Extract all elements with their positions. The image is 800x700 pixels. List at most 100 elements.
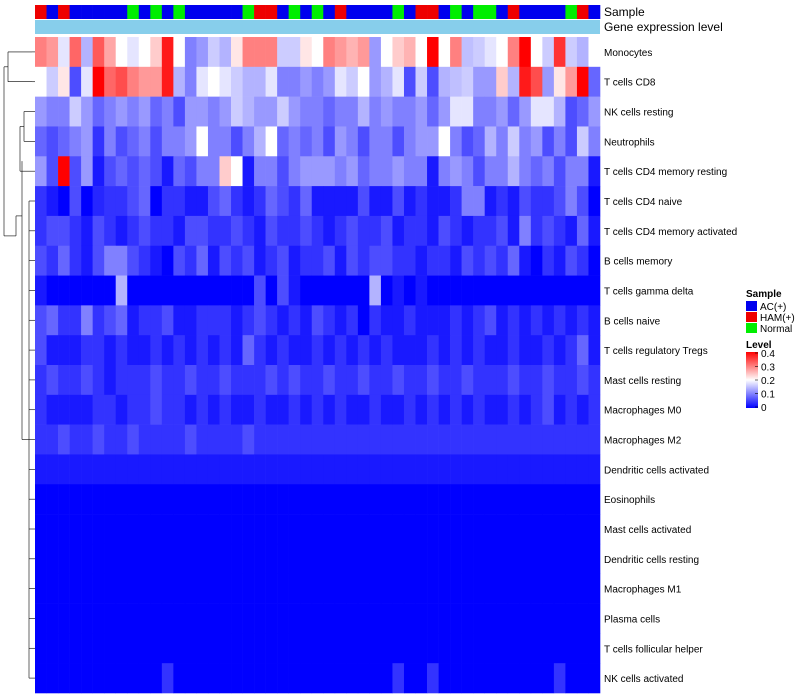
heatmap-cell — [231, 335, 243, 366]
heatmap-cell — [184, 543, 197, 575]
sample-cell — [530, 5, 543, 19]
heatmap-cell — [323, 365, 336, 396]
heatmap-cell — [242, 663, 255, 694]
heatmap-cell — [277, 96, 289, 127]
heatmap-cell — [207, 454, 220, 485]
heatmap-cell — [519, 126, 532, 157]
heatmap-cell — [127, 573, 140, 604]
heatmap-cell — [427, 424, 439, 455]
heatmap-cell — [461, 394, 474, 425]
heatmap-cell — [334, 633, 347, 664]
sample-cell — [92, 5, 105, 19]
heatmap-cell — [81, 573, 93, 604]
heatmap-cell — [104, 633, 117, 664]
row-label: T cells CD4 memory resting — [604, 167, 727, 178]
legend-level-ticks: 0.4 0.3 0.2 0.1 0 — [755, 349, 775, 414]
heatmap-cell — [173, 245, 186, 276]
heatmap-cell — [461, 424, 474, 455]
heatmap-cell — [496, 365, 509, 396]
heatmap-cell — [519, 365, 532, 396]
heatmap-cell — [438, 514, 451, 545]
heatmap-cell — [173, 424, 186, 455]
heatmap-cell — [115, 424, 128, 455]
heatmap-cell — [369, 66, 382, 97]
heatmap-cell — [530, 514, 543, 545]
heatmap-cell — [484, 156, 497, 187]
heatmap-cell — [588, 365, 601, 396]
heatmap-cell — [161, 394, 174, 425]
heatmap-cell — [334, 245, 347, 276]
heatmap-cell — [380, 305, 393, 336]
heatmap-cell — [35, 603, 47, 634]
heatmap-cell — [104, 126, 117, 157]
heatmap-cell — [507, 156, 520, 187]
heatmap-cell — [311, 543, 324, 575]
heatmap-cell — [196, 96, 209, 127]
heatmap-cell — [415, 37, 428, 68]
heatmap-cell — [138, 305, 151, 336]
heatmap-cell — [46, 454, 59, 485]
legend-entry-label: Normal — [760, 324, 792, 335]
heatmap-cell — [553, 633, 566, 664]
heatmap-cell — [58, 186, 70, 217]
heatmap-cell — [104, 484, 117, 515]
heatmap-cell — [184, 275, 197, 306]
heatmap-cell — [403, 245, 416, 276]
legend-level-title: Level — [746, 340, 772, 351]
heatmap-cell — [369, 573, 382, 604]
heatmap-cell — [346, 454, 359, 485]
heatmap-cell — [576, 484, 589, 515]
heatmap-cell — [265, 603, 278, 634]
heatmap-cell — [542, 424, 555, 455]
heatmap-cell — [254, 365, 266, 396]
heatmap-cell — [565, 454, 578, 485]
heatmap-cell — [450, 633, 462, 664]
heatmap-cell — [138, 484, 151, 515]
heatmap-cell — [392, 573, 405, 604]
heatmap-cell — [542, 365, 555, 396]
heatmap-cell — [173, 215, 186, 247]
heatmap-cell — [207, 394, 220, 425]
sample-cell — [104, 5, 117, 19]
heatmap-cell — [484, 394, 497, 425]
heatmap-cell — [127, 663, 140, 694]
heatmap-cell — [115, 37, 128, 68]
heatmap-cell — [461, 514, 474, 545]
legend-tick-label: 0.4 — [761, 349, 775, 360]
heatmap-cell — [438, 275, 451, 306]
heatmap-cell — [588, 96, 601, 127]
heatmap-cell — [530, 394, 543, 425]
heatmap-cell — [369, 96, 382, 127]
heatmap-cell — [242, 454, 255, 485]
heatmap-cell — [69, 365, 82, 396]
heatmap-cell — [576, 126, 589, 157]
heatmap-cell — [576, 186, 589, 217]
heatmap-cell — [346, 484, 359, 515]
heatmap-cell — [392, 603, 405, 634]
heatmap-cell — [346, 663, 359, 694]
heatmap-cell — [311, 156, 324, 187]
sample-cell — [219, 5, 232, 19]
heatmap-cell — [473, 573, 485, 604]
heatmap-cell — [323, 126, 336, 157]
heatmap-cell — [473, 37, 485, 68]
heatmap-cell — [346, 66, 359, 97]
heatmap-cell — [392, 454, 405, 485]
heatmap-cell — [288, 484, 301, 515]
heatmap-cell — [496, 37, 509, 68]
sample-cell — [231, 5, 243, 19]
heatmap-cell — [311, 126, 324, 157]
row-label: Plasma cells — [604, 614, 660, 625]
heatmap-cell — [92, 663, 105, 694]
heatmap-cell — [403, 573, 416, 604]
heatmap-cell — [115, 156, 128, 187]
heatmap-cell — [588, 454, 601, 485]
heatmap-cell — [311, 514, 324, 545]
heatmap-cell — [473, 424, 485, 455]
heatmap-cell — [588, 245, 601, 276]
heatmap-cell — [380, 514, 393, 545]
heatmap-cell — [196, 603, 209, 634]
heatmap-cell — [588, 66, 601, 97]
heatmap-cell — [242, 305, 255, 336]
heatmap-cell — [277, 305, 289, 336]
